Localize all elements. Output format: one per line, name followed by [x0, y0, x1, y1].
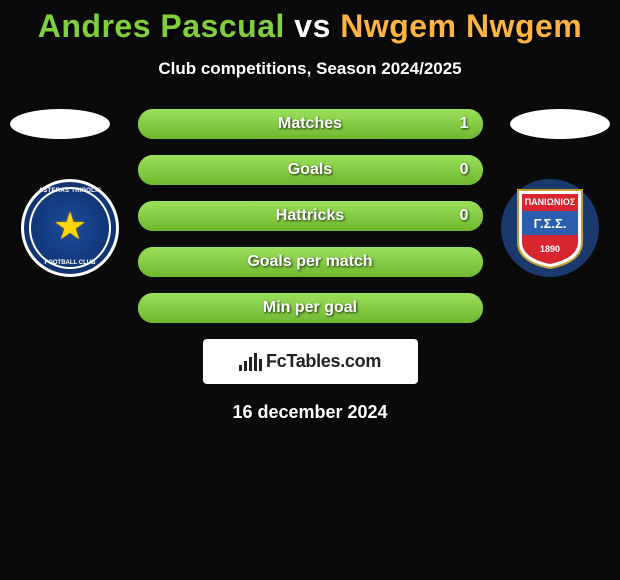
subtitle: Club competitions, Season 2024/2025 [0, 59, 620, 79]
brand-chart-icon [239, 353, 262, 371]
team-right-year: 1890 [540, 244, 560, 254]
brand-text: FcTables.com [266, 351, 381, 372]
stat-value: 1 [460, 115, 469, 133]
team-left-logo: ASTERAS TRIPOLIS ★ FOOTBALL CLUB [21, 179, 119, 277]
team-left-text-bottom: FOOTBALL CLUB [45, 260, 96, 266]
stat-label: Goals per match [247, 253, 372, 271]
stat-row: Goals 0 [138, 155, 483, 185]
stat-label: Hattricks [276, 207, 344, 225]
stat-label: Goals [288, 161, 332, 179]
stat-label: Min per goal [263, 299, 357, 317]
team-right-logo: ΠΑΝΙΩΝΙΟΣ Γ.Σ.Σ. 1890 [501, 179, 599, 277]
player2-badge-ellipse [510, 109, 610, 139]
vs-text: vs [294, 8, 331, 44]
player2-name: Nwgem Nwgem [340, 8, 582, 44]
stat-row: Matches 1 [138, 109, 483, 139]
date-text: 16 december 2024 [0, 402, 620, 423]
stat-bars: Matches 1 Goals 0 Hattricks 0 Goals per match M… [138, 109, 483, 323]
content-area: ASTERAS TRIPOLIS ★ FOOTBALL CLUB ΠΑΝΙΩΝΙ… [0, 109, 620, 423]
stat-row: Hattricks 0 [138, 201, 483, 231]
stat-value: 0 [460, 207, 469, 225]
player1-name: Andres Pascual [38, 8, 285, 44]
stat-value: 0 [460, 161, 469, 179]
player1-badge-ellipse [10, 109, 110, 139]
team-right-label: ΠΑΝΙΩΝΙΟΣ [525, 197, 576, 207]
shield-icon: ΠΑΝΙΩΝΙΟΣ Γ.Σ.Σ. 1890 [514, 186, 586, 270]
stat-label: Matches [278, 115, 342, 133]
team-right-sublabel: Γ.Σ.Σ. [534, 216, 567, 231]
stat-row: Min per goal [138, 293, 483, 323]
stat-row: Goals per match [138, 247, 483, 277]
team-left-text-top: ASTERAS TRIPOLIS [39, 188, 102, 194]
brand-box: FcTables.com [203, 339, 418, 384]
team-left-ring [29, 187, 111, 269]
comparison-title: Andres Pascual vs Nwgem Nwgem [0, 0, 620, 45]
